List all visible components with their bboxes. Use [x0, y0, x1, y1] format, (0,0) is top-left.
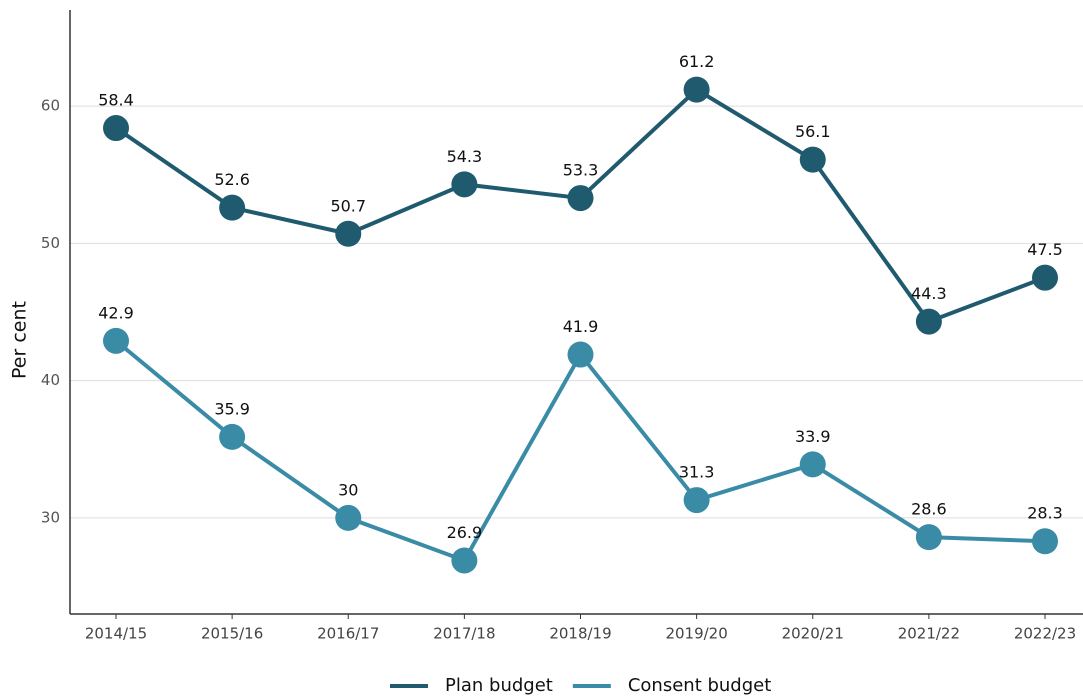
data-label: 50.7 [330, 196, 366, 215]
series-line [114, 339, 1046, 563]
data-label: 28.3 [1027, 504, 1063, 523]
x-tick-label: 2016/17 [317, 625, 379, 643]
data-label: 56.1 [795, 122, 831, 141]
data-point [799, 146, 826, 173]
x-tick-label: 2019/20 [665, 625, 727, 643]
data-label: 58.4 [98, 91, 134, 110]
data-label: 54.3 [447, 147, 483, 166]
data-label: 31.3 [679, 463, 715, 482]
data-point [915, 524, 942, 551]
legend-label: Consent budget [628, 675, 771, 696]
x-tick-label: 2021/22 [898, 625, 960, 643]
y-tick-label: 30 [41, 508, 60, 526]
data-label: 28.6 [911, 500, 947, 519]
legend-label: Plan budget [445, 675, 553, 696]
data-label: 33.9 [795, 427, 831, 446]
x-tick-label: 2017/18 [433, 625, 495, 643]
data-point [103, 327, 129, 354]
data-label: 52.6 [214, 170, 250, 189]
data-point [683, 76, 710, 103]
data-point [335, 504, 362, 531]
data-point [219, 194, 246, 221]
y-tick-label: 60 [41, 97, 60, 115]
x-tick-label: 2020/21 [782, 625, 844, 643]
data-point [683, 487, 710, 514]
data-label: 35.9 [214, 399, 250, 418]
data-label: 41.9 [563, 317, 599, 336]
x-tick-label: 2022/23 [1014, 625, 1076, 643]
data-label: 44.3 [911, 284, 947, 303]
data-label: 47.5 [1027, 240, 1063, 259]
data-point [451, 171, 478, 198]
data-label: 30 [338, 480, 358, 499]
data-label: 42.9 [98, 303, 134, 322]
data-point [567, 341, 594, 368]
x-tick-label: 2018/19 [549, 625, 611, 643]
y-tick-label: 40 [41, 371, 60, 389]
data-point [915, 308, 942, 335]
y-axis-label: Per cent [9, 301, 31, 379]
data-point [1032, 528, 1058, 555]
data-point [799, 451, 826, 478]
data-point [567, 185, 594, 212]
y-tick-label: 50 [41, 234, 60, 252]
x-tick-label: 2015/16 [201, 625, 263, 643]
data-label: 61.2 [679, 52, 715, 71]
data-label: 26.9 [447, 523, 483, 542]
data-point [451, 547, 478, 574]
x-tick-label: 2014/15 [85, 625, 147, 643]
data-point [1032, 264, 1058, 291]
data-point [103, 115, 129, 142]
data-point [219, 423, 246, 450]
data-label: 53.3 [563, 161, 599, 180]
data-point [335, 220, 362, 247]
